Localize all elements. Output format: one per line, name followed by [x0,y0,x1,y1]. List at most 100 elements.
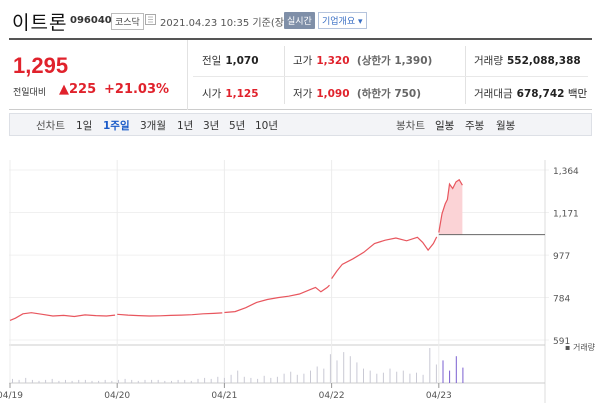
volume-bar [376,373,378,383]
volume-bar [91,380,93,383]
high-value: 1,320 [316,55,350,67]
volume-bar [329,354,331,383]
tab-5years[interactable]: 5년 [229,120,246,132]
price-line [9,312,116,321]
tab-1year[interactable]: 1년 [177,120,194,132]
amount-unit: 백만 [567,88,588,100]
prev-close-value: 1,070 [225,55,259,67]
price-line [117,312,223,317]
tab-1day[interactable]: 1일 [76,120,93,132]
volume-bar [137,380,139,383]
volume-bar [171,380,172,383]
x-tick-label: 04/21 [211,391,237,401]
volume-bar [184,379,186,383]
y-tick-label: 977 [553,252,570,262]
price-summary: 1,295 전일대비 ▲225 +21.03% [9,40,188,110]
stock-name: 이트론 [12,12,68,34]
change-value: ▲225 [59,82,96,97]
realtime-button[interactable]: 실시간 [284,12,315,29]
volume-bar [336,360,338,383]
volume-cell: 거래량 552,088,388 [474,53,581,68]
amount-label: 거래대금 [474,88,513,100]
volume-bar [118,379,119,383]
volume-bar [144,379,146,383]
volume-bar [177,379,179,383]
volume-bar [296,374,298,383]
volume-bar [250,377,252,383]
volume-bar [310,370,311,383]
open-value: 1,125 [225,88,259,100]
prev-close-cell: 전일 1,070 [202,53,259,68]
row-divider [193,76,588,77]
volume-bar [442,360,444,383]
volume-bar [71,380,73,383]
tab-3months[interactable]: 3개월 [140,120,167,132]
volume-bar [257,378,259,383]
tab-weekly-candle[interactable]: 주봉 [465,120,485,132]
divider [465,46,466,104]
volume-bar [210,378,212,383]
volume-bar [51,378,53,383]
prev-day-label: 전일대비 [13,88,47,98]
volume-bar [429,348,431,383]
volume-bar [396,371,398,383]
low-value: 1,090 [316,88,350,100]
line-chart-label: 선차트 [36,120,65,132]
tab-3years[interactable]: 3년 [203,120,220,132]
low-label: 저가 [293,88,313,100]
volume-bar [78,379,80,383]
y-tick-label: 1,171 [553,209,579,219]
volume-bar [230,374,232,383]
tab-1week[interactable]: 1주일 [103,120,130,132]
volume-bar [65,379,66,383]
company-overview-dropdown[interactable]: 기업개요 ▾ [318,12,367,29]
volume-bar [243,376,245,383]
volume-bar [217,376,219,383]
volume-bar [111,380,113,383]
volume-bar [131,379,133,383]
volume-bar [316,366,318,383]
prev-close-label: 전일 [202,55,222,67]
volume-bar [356,362,358,383]
volume-bar [276,376,278,383]
volume-bar [31,379,33,383]
volume-bar [197,378,199,383]
x-tick-label: 04/23 [426,391,452,401]
volume-bar [164,380,166,383]
volume-bar [204,377,206,383]
high-cell: 고가 1,320 (상한가 1,390) [293,53,432,68]
tab-monthly-candle[interactable]: 월봉 [496,120,516,132]
volume-bar [382,372,384,383]
x-tick-label: 04/22 [319,391,345,401]
volume-bar [263,375,265,383]
volume-bar [349,356,351,383]
volume-bar [12,378,13,383]
volume-bar [25,377,27,383]
y-tick-label: 591 [553,337,570,347]
volume-bar [343,352,345,383]
y-tick-label: 784 [553,295,570,305]
volume-bar [389,368,391,383]
price-chart-svg: 1,364 1,171 977 784 591 04/19 04/20 04/21 04/22 0… [0,160,596,403]
upper-limit: (상한가 1,390) [356,55,433,67]
volume-bar [18,379,20,383]
volume-value: 552,088,388 [506,55,581,67]
volume-bar [422,374,424,383]
volume-bar [363,368,364,383]
volume-bar [98,380,100,383]
volume-bar [290,371,292,383]
price-line [224,284,330,314]
volume-bar [270,377,272,383]
volume-bar [409,373,411,383]
volume-legend: ▪ 거래량 [565,342,596,352]
market-badge: 코스닥 [111,13,144,30]
tab-daily-candle[interactable]: 일봉 [435,120,455,132]
amount-value: 678,742 [516,88,565,100]
volume-bar [190,380,192,383]
volume-bar [38,380,40,383]
open-label: 시가 [202,88,222,100]
clock-icon [145,14,156,25]
tab-10years[interactable]: 10년 [255,120,279,132]
today-area-fill [438,179,463,235]
candle-chart-label: 봉차트 [396,120,425,132]
